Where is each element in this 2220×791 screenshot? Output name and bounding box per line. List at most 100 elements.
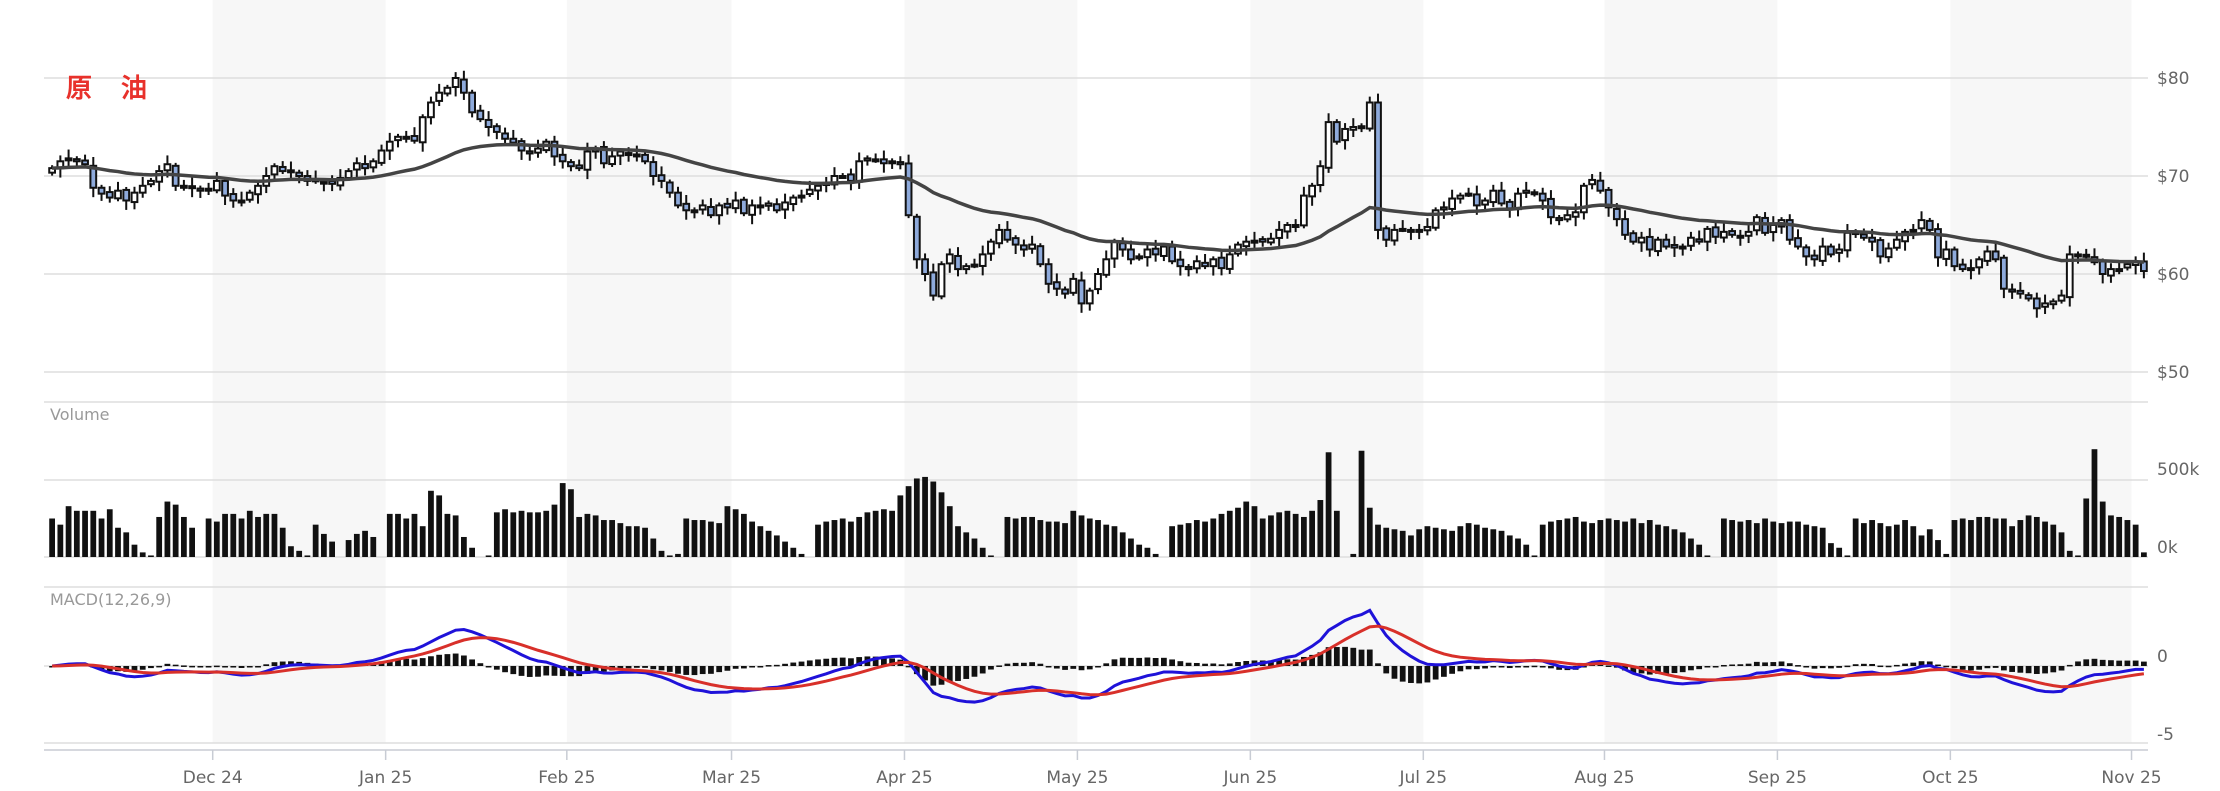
candle-body <box>114 189 122 200</box>
macd-histogram-bar <box>164 663 171 666</box>
candle-body <box>1909 228 1918 233</box>
macd-histogram-bar <box>461 655 467 666</box>
price-tick-label: $60 <box>2157 265 2189 285</box>
volume-bar <box>1309 510 1315 557</box>
candle-body <box>1637 236 1646 244</box>
macd-histogram-bar <box>222 666 228 668</box>
volume-bar <box>971 538 978 557</box>
candle-body <box>698 204 707 211</box>
volume-bar <box>543 510 550 557</box>
macd-histogram-bar <box>1350 647 1357 666</box>
volume-bar <box>1679 532 1686 557</box>
volume-bar <box>1169 526 1175 557</box>
volume-bar <box>403 518 410 557</box>
volume-bar <box>296 550 303 557</box>
candle-body <box>72 158 81 163</box>
candle-body <box>970 263 979 268</box>
candle-body <box>1892 238 1901 249</box>
x-tick-label: Nov 25 <box>2101 768 2161 788</box>
candle-body <box>805 188 814 196</box>
candle-body <box>2065 253 2074 299</box>
candle-body <box>723 202 732 209</box>
candle-body <box>410 135 419 142</box>
macd-histogram-bar <box>831 657 838 666</box>
macd-histogram-bar <box>2108 660 2114 666</box>
candle-body <box>1151 247 1160 256</box>
candle-body <box>163 163 172 172</box>
candle-body <box>89 164 98 189</box>
candle-body <box>1629 232 1638 243</box>
candle-body <box>1110 240 1119 260</box>
candle-body <box>1423 225 1432 232</box>
candle-body <box>64 157 73 162</box>
macd-histogram-bar <box>1416 666 1423 684</box>
macd-histogram-bar <box>798 661 805 666</box>
macd-histogram-bar <box>1877 665 1884 668</box>
macd-histogram-bar <box>1795 665 1801 667</box>
volume-bar <box>1482 527 1488 557</box>
candle-body <box>1497 189 1506 205</box>
candle-body <box>1192 260 1201 270</box>
volume-bar <box>1292 513 1299 557</box>
candle-body <box>81 159 89 166</box>
volume-bar <box>279 527 286 557</box>
macd-histogram-bar <box>1309 654 1315 666</box>
candle-body <box>921 258 929 275</box>
macd-histogram-bar <box>1836 666 1843 668</box>
candle-body <box>1382 227 1391 241</box>
price-tick-label: $70 <box>2157 167 2189 187</box>
volume-bar <box>724 506 731 557</box>
volume-bar <box>469 547 475 557</box>
volume-bar <box>988 555 994 557</box>
macd-histogram-bar <box>955 666 961 681</box>
candle-body <box>394 135 402 142</box>
macd-histogram-bar <box>1844 665 1851 668</box>
volume-bar <box>1762 518 1768 557</box>
candle-body <box>476 109 485 121</box>
candle-body <box>1538 192 1547 202</box>
macd-histogram-bar <box>765 665 772 667</box>
volume-bar <box>1317 500 1324 557</box>
macd-histogram-bar <box>518 666 525 676</box>
candle-body <box>1794 237 1802 248</box>
macd-histogram-bar <box>2050 666 2057 673</box>
chart-title: 原 油 <box>66 74 157 104</box>
candle-body <box>1670 243 1679 249</box>
candle-body <box>1580 184 1588 214</box>
candle-body <box>1843 231 1852 252</box>
volume-bar <box>1992 518 1999 557</box>
volume-bar <box>1358 450 1365 557</box>
volume-bar <box>2108 515 2114 557</box>
volume-bar <box>642 527 648 557</box>
volume-bar <box>1737 521 1744 557</box>
volume-bar <box>1869 520 1875 557</box>
volume-bar <box>65 506 72 557</box>
volume-bar <box>1795 521 1801 557</box>
macd-histogram-bar <box>996 665 1003 667</box>
macd-histogram-bar <box>1399 666 1406 682</box>
candle-body <box>550 140 559 158</box>
macd-histogram-bar <box>1556 666 1563 670</box>
macd-histogram-bar <box>1358 649 1365 666</box>
volume-bar <box>205 518 212 557</box>
volume-bar <box>765 530 772 557</box>
candle-body <box>1810 254 1819 261</box>
volume-bar <box>1696 544 1703 557</box>
macd-histogram-bar <box>790 662 797 666</box>
macd-histogram-bar <box>963 666 970 679</box>
volume-bar <box>106 509 113 557</box>
macd-histogram-bar <box>658 666 665 671</box>
volume-bar <box>1029 516 1035 557</box>
volume-bar <box>823 521 830 557</box>
volume-bar <box>370 536 377 557</box>
macd-histogram-bar <box>1490 666 1497 668</box>
macd-histogram-bar <box>1630 666 1637 673</box>
macd-histogram-bar <box>1737 664 1744 666</box>
volume-bar <box>1951 520 1958 557</box>
macd-histogram-bar <box>1045 666 1052 668</box>
volume-tick-label: 0k <box>2157 538 2178 558</box>
volume-bar <box>1037 520 1044 557</box>
macd-histogram-bar <box>1325 647 1332 666</box>
macd-histogram-bar <box>197 666 204 668</box>
volume-bar <box>1185 523 1192 557</box>
